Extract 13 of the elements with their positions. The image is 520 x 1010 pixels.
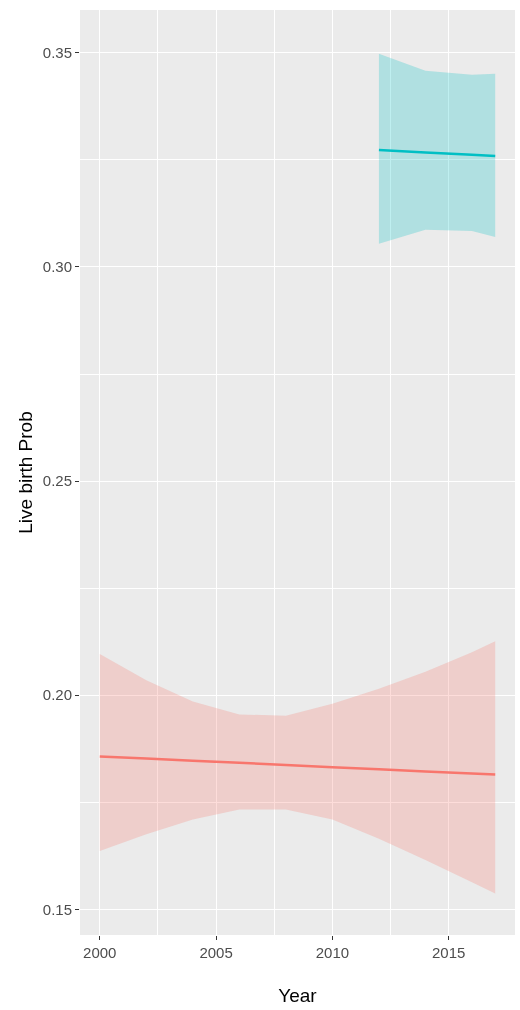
x-tick-label: 2010 (315, 944, 350, 961)
y-tick-label: 0.25 (42, 472, 72, 490)
line-series (98, 755, 497, 776)
y-tick-label: 0.30 (42, 258, 72, 276)
line-series (377, 148, 497, 158)
x-tick-label: 2000 (83, 944, 117, 961)
x-tick-label: 2015 (432, 944, 466, 961)
x-tick-label: 2005 (199, 944, 233, 961)
y-tick-label: 0.15 (42, 900, 72, 918)
y-axis-title: Live birth Prob (15, 411, 36, 534)
y-tick-label: 0.20 (42, 686, 72, 704)
y-tick-label: 0.35 (42, 44, 72, 62)
x-axis-title: Year (278, 985, 318, 1006)
